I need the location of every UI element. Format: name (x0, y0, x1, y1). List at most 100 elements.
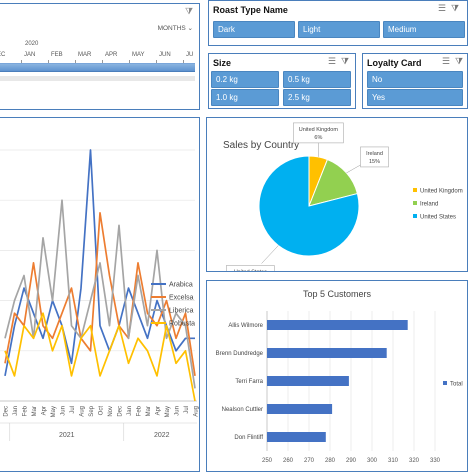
x-tick-label: Mar (146, 406, 152, 416)
x-tick-label: Jun (61, 406, 67, 416)
pie-legend-swatch (413, 201, 417, 205)
bar-brenn-dundredge (267, 348, 387, 358)
timeline-scrollbar[interactable] (0, 76, 195, 81)
timeline-month-label[interactable]: EC (0, 52, 6, 58)
bar-legend-label: Total (450, 382, 463, 388)
legend-label: Liberica (169, 308, 194, 315)
bar-x-tick-label: 300 (367, 458, 378, 464)
size-slicer-title: Size (213, 58, 232, 68)
roast-slicer-icons: ☰ ⧩ (438, 4, 459, 14)
bar-category-label: Terri Farra (235, 379, 263, 385)
series-line-excelsa (4, 211, 196, 377)
timeline-tick (48, 60, 49, 63)
bar-category-label: Nealson Cuttler (222, 407, 263, 413)
x-tick-label: Jan (127, 406, 133, 416)
timeline-tick (129, 60, 130, 63)
line-chart: Dec Jan Feb Mar Apr May Jun Jul Aug Sep Oct Nov Dec J… (0, 149, 200, 441)
clear-filter-icon[interactable]: ⧩ (450, 4, 459, 14)
x-tick-label: Feb (137, 405, 143, 416)
pie-label-box (226, 265, 275, 271)
loyalty-item-no[interactable]: No (367, 71, 463, 88)
loyalty-item-yes[interactable]: Yes (367, 89, 463, 106)
pie-label-category: United States (234, 270, 267, 271)
timeline-filter-icon[interactable]: ⧩ (184, 6, 193, 16)
multi-select-icon[interactable]: ☰ (441, 57, 450, 67)
timeline-level-dropdown[interactable]: MONTHS ⌄ (158, 24, 193, 32)
timeline-tick (75, 60, 76, 63)
size-item-0-5kg[interactable]: 0.5 kg (283, 71, 351, 88)
bar-x-tick-label: 290 (346, 458, 357, 464)
bar-legend-swatch (443, 381, 447, 385)
roast-type-slicer: Roast Type Name ☰ ⧩ Dark Light Medium (208, 0, 468, 46)
bar-allis-wilmore (267, 320, 408, 330)
timeline-tick (21, 60, 22, 63)
x-tick-label: Apr (156, 406, 162, 415)
year-group-label: 2021 (59, 432, 75, 439)
size-item-1-0kg[interactable]: 1.0 kg (211, 89, 279, 106)
series-line-arabica (4, 149, 195, 377)
timeline-month-label[interactable]: MAY (132, 52, 145, 58)
roast-item-medium[interactable]: Medium (383, 21, 465, 38)
timeline-month-label[interactable]: JUN (159, 52, 171, 58)
sales-trend-chart-panel: Dec Jan Feb Mar Apr May Jun Jul Aug Sep Oct Nov Dec J… (0, 117, 200, 472)
chevron-down-icon: ⌄ (187, 25, 193, 32)
timeline-year: 2020 (25, 41, 39, 47)
timeline-tick (156, 60, 157, 63)
x-tick-label: Jul (70, 406, 76, 414)
bar-chart-title: Top 5 Customers (303, 289, 372, 299)
loyalty-slicer-icons: ☰ ⧩ (442, 57, 463, 67)
clear-filter-icon[interactable]: ⧩ (340, 57, 349, 67)
bar-x-tick-label: 320 (409, 458, 420, 464)
pie-legend-swatch (413, 188, 417, 192)
x-tick-label: Mar (32, 406, 38, 416)
bar-x-tick-label: 250 (262, 458, 273, 464)
series-line-robusta (4, 312, 196, 402)
bar-x-tick-label: 310 (388, 458, 399, 464)
loyalty-slicer-title: Loyalty Card (367, 58, 422, 68)
pie-slice-united-states (258, 155, 360, 257)
legend-label: Excelsa (169, 295, 194, 302)
roast-item-light[interactable]: Light (298, 21, 380, 38)
pie-chart: Sales by Country United Kingdom 6% Ireland 1… (223, 122, 463, 271)
size-item-0-2kg[interactable]: 0.2 kg (211, 71, 279, 88)
timeline-month-label[interactable]: APR (105, 52, 118, 58)
size-item-2-5kg[interactable]: 2.5 kg (283, 89, 351, 106)
bar-x-tick-label: 260 (283, 458, 294, 464)
timeline-month-label[interactable]: MAR (78, 52, 92, 58)
loyalty-card-slicer: Loyalty Card ☰ ⧩ No Yes (362, 53, 468, 109)
timeline-month-label[interactable]: JU (186, 52, 194, 58)
pie-label-category: United Kingdom (299, 127, 339, 133)
timeline-tick (183, 60, 184, 63)
pie-chart-title: Sales by Country (223, 140, 299, 151)
x-tick-label: Jan (13, 406, 19, 416)
bar-category-label: Allis Wilmore (228, 323, 263, 329)
timeline-slicer[interactable]: ⧩ MONTHS ⌄ 2020 EC JAN FEB MAR APR MAY JUN JU (0, 3, 200, 110)
x-tick-label: Jun (175, 406, 181, 416)
top-customers-panel: Top 5 Customers 250 260 270 280 290 300 310 320 3… (206, 280, 468, 472)
pie-label-category: Ireland (366, 151, 383, 157)
x-tick-label: May (165, 406, 171, 417)
bar-category-label: Brenn Dundredge (216, 351, 264, 357)
timeline-month-label[interactable]: JAN (24, 52, 36, 58)
size-slicer-icons: ☰ ⧩ (328, 57, 349, 67)
pie-leader-line (261, 245, 279, 264)
x-tick-label: Apr (42, 406, 48, 415)
multi-select-icon[interactable]: ☰ (437, 4, 446, 14)
timeline-month-label[interactable]: FEB (51, 52, 63, 58)
multi-select-icon[interactable]: ☰ (327, 57, 336, 67)
x-tick-label: Sep (89, 405, 95, 416)
roast-item-dark[interactable]: Dark (213, 21, 295, 38)
x-tick-label: Dec (4, 406, 10, 417)
x-tick-label: Feb (23, 405, 29, 416)
x-tick-label: May (51, 406, 57, 417)
legend-label: Arabica (169, 282, 193, 289)
bar-x-tick-label: 270 (304, 458, 315, 464)
bar-nealson-cuttler (267, 404, 333, 414)
bar-don-flintiff (267, 432, 326, 442)
roast-slicer-title: Roast Type Name (213, 5, 288, 15)
x-tick-label: Aug (194, 406, 200, 417)
pie-legend-label: United States (420, 215, 456, 221)
pie-legend-label: Ireland (420, 202, 438, 208)
clear-filter-icon[interactable]: ⧩ (454, 57, 463, 67)
timeline-selection-bar[interactable] (0, 63, 195, 72)
